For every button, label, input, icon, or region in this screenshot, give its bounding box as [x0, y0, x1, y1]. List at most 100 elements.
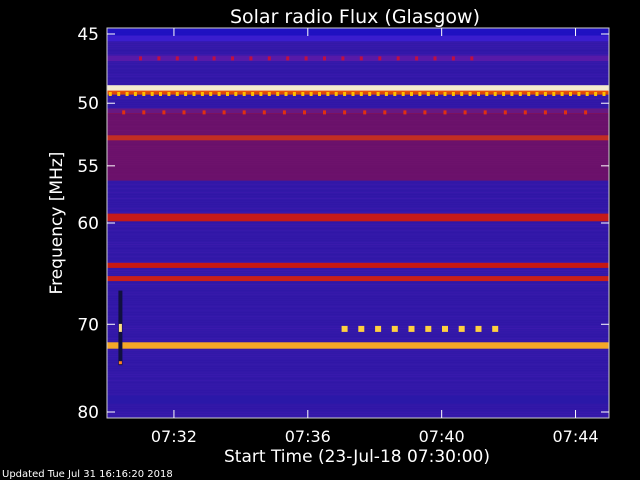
frequency-bands [107, 35, 609, 404]
texture-line [107, 206, 609, 207]
event-dot [510, 92, 514, 96]
texture-line [107, 226, 609, 227]
event-dot [301, 92, 305, 96]
texture-line [107, 414, 609, 415]
updated-timestamp: Updated Tue Jul 31 16:16:20 2018 [2, 469, 173, 480]
texture-line [107, 198, 609, 199]
y-tick-label: 55 [77, 157, 99, 177]
texture-line [107, 324, 609, 325]
texture-line [107, 236, 609, 237]
event-dot [383, 110, 387, 115]
texture-line [107, 286, 609, 287]
event-dot [376, 92, 380, 96]
texture-line [107, 288, 609, 289]
event-dot [318, 92, 321, 96]
event-dot [182, 110, 186, 115]
event-dot [234, 92, 238, 96]
texture-line [107, 250, 609, 251]
texture-line [107, 292, 609, 293]
event-dot [463, 110, 467, 115]
texture-line [107, 98, 609, 99]
event-dot [433, 56, 437, 61]
texture-line [107, 230, 609, 231]
burst-events [108, 56, 606, 366]
texture-line [107, 326, 609, 327]
frequency-band [107, 85, 609, 92]
texture-line [107, 370, 609, 371]
event-dot [423, 110, 427, 115]
texture-line [107, 186, 609, 187]
event-dot [125, 92, 129, 96]
texture-line [107, 212, 609, 213]
texture-line [107, 228, 609, 229]
event-dot [142, 110, 146, 115]
event-dot [543, 92, 547, 96]
texture-line [107, 46, 609, 47]
texture-line [107, 74, 609, 75]
y-tick-label: 45 [77, 25, 99, 45]
texture-line [107, 382, 609, 383]
x-axis-label: Start Time (23-Jul-18 07:30:00) [224, 447, 490, 467]
vertical-streak-end [118, 361, 122, 365]
texture-line [107, 234, 609, 235]
frequency-band [107, 342, 609, 349]
texture-line [107, 354, 609, 355]
texture-line [107, 106, 609, 107]
texture-line [107, 416, 609, 417]
texture-line [107, 244, 609, 245]
event-dot [359, 92, 363, 96]
event-dot [142, 92, 146, 96]
texture-line [107, 284, 609, 285]
texture-line [107, 380, 609, 381]
event-dot [426, 92, 430, 96]
event-dot [503, 110, 507, 115]
texture-line [107, 314, 609, 315]
texture-line [107, 204, 609, 205]
texture-line [107, 384, 609, 385]
texture-line [107, 328, 609, 329]
event-dot [391, 325, 398, 332]
event-dot [309, 92, 313, 96]
texture-line [107, 320, 609, 321]
event-dot [122, 110, 126, 115]
texture-line [107, 42, 609, 43]
event-dot [358, 325, 365, 332]
event-dot [209, 92, 213, 96]
axis-ticks [107, 28, 609, 418]
event-dot [303, 110, 306, 115]
event-dot [602, 92, 606, 96]
event-dot [157, 56, 161, 61]
texture-line [107, 44, 609, 45]
texture-line [107, 242, 609, 243]
texture-line [107, 54, 609, 55]
event-dot [543, 110, 547, 115]
texture-line [107, 268, 609, 269]
texture-line [107, 48, 609, 49]
texture-line [107, 300, 609, 301]
texture-line [107, 360, 609, 361]
texture-line [107, 80, 609, 81]
texture-line [107, 232, 609, 233]
texture-line [107, 302, 609, 303]
event-dot [468, 92, 472, 96]
event-dot [368, 92, 372, 96]
event-dot [192, 92, 196, 96]
event-dot [343, 110, 347, 115]
texture-line [107, 84, 609, 85]
texture-line [107, 194, 609, 195]
frequency-band [107, 35, 609, 42]
texture-line [107, 338, 609, 339]
texture-line [107, 392, 609, 393]
texture-line [107, 188, 609, 189]
texture-line [107, 304, 609, 305]
event-dot [408, 325, 415, 332]
event-dot [458, 325, 465, 332]
event-dot [393, 92, 397, 96]
texture-line [107, 358, 609, 359]
texture-line [107, 410, 609, 411]
texture-line [107, 298, 609, 299]
texture-line [107, 272, 609, 273]
event-dot [502, 92, 506, 96]
y-tick-label: 80 [77, 403, 99, 423]
event-dot [401, 92, 405, 96]
